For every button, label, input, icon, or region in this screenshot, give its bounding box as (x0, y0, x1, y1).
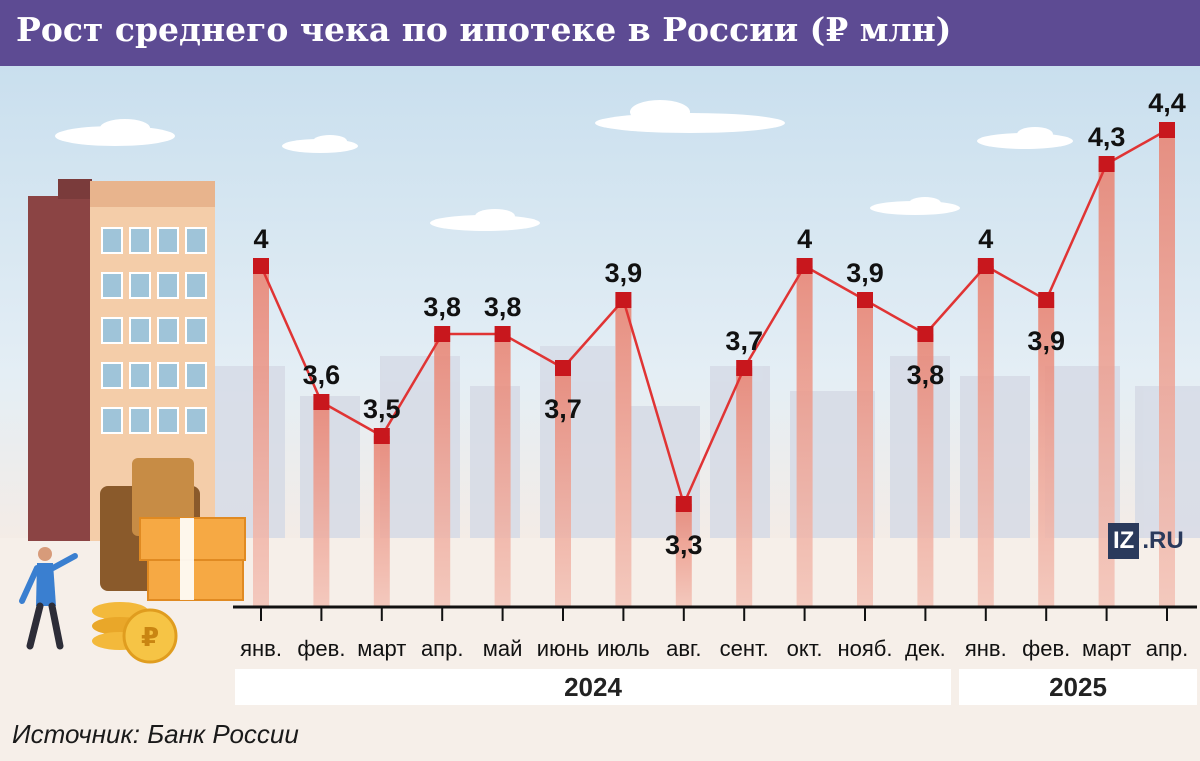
series-line-group (253, 122, 1175, 512)
data-label: 3,7 (725, 326, 763, 356)
chart-svg: ₽ янв. фев. март апр. май июнь июль авг. сент. ок… (0, 66, 1200, 761)
bar (917, 334, 934, 607)
person-illustration (19, 547, 78, 650)
data-label: 4,3 (1088, 122, 1126, 152)
data-label: 3,9 (1027, 326, 1065, 356)
data-point (555, 360, 571, 376)
data-point (253, 258, 269, 274)
data-point (917, 326, 934, 342)
bar-group (253, 130, 1175, 607)
bar (313, 402, 330, 607)
data-label: 3,8 (907, 360, 945, 390)
iz-logo: IZ .RU (1108, 519, 1184, 563)
data-label: 3,3 (665, 530, 703, 560)
wallet-illustration (100, 458, 246, 601)
logo-ru: .RU (1142, 527, 1184, 554)
x-tick-label: янв. (965, 636, 1007, 661)
data-point (313, 394, 330, 410)
data-label: 3,9 (605, 258, 643, 288)
x-tick-label: янв. (240, 636, 282, 661)
data-label: 4 (978, 224, 993, 254)
data-point (796, 258, 813, 274)
source-note: Источник: Банк России (12, 719, 299, 749)
year-label-2024: 2024 (235, 669, 951, 705)
x-tick-label: апр. (1146, 636, 1189, 661)
bar (675, 504, 692, 607)
data-label: 4,4 (1148, 88, 1186, 118)
year-label-2025: 2025 (959, 669, 1197, 705)
data-label: 3,8 (423, 292, 461, 322)
chart-title: Рост среднего чека по ипотеке в России (… (16, 10, 952, 49)
data-label: 4 (253, 224, 268, 254)
data-point (1098, 156, 1115, 172)
bar (555, 368, 571, 607)
x-tick-label: фев. (1022, 636, 1070, 661)
bar (253, 266, 269, 607)
x-tick-label: июнь (537, 636, 589, 661)
data-label: 3,5 (363, 394, 401, 424)
bar (1038, 300, 1055, 607)
bar (434, 334, 451, 607)
data-label: 3,6 (303, 360, 341, 390)
data-point (977, 258, 994, 274)
x-tick-label: авг. (666, 636, 701, 661)
logo-iz: IZ (1108, 523, 1140, 559)
data-point (494, 326, 511, 342)
bar (494, 334, 511, 607)
data-point (675, 496, 692, 512)
value-label-group: 4 3,6 3,5 3,8 3,8 3,7 3,9 3,3 3,7 4 3,9 3,8 4 3,9 4,3 4… (253, 88, 1185, 560)
bar (977, 266, 994, 607)
data-label: 3,7 (544, 394, 582, 424)
data-label: 3,9 (846, 258, 884, 288)
svg-text:₽: ₽ (141, 623, 159, 653)
data-point (373, 428, 390, 444)
bar (1159, 130, 1175, 607)
data-point (434, 326, 451, 342)
chart-scene: ₽ янв. фев. март апр. май июнь июль авг. сент. ок… (0, 66, 1200, 761)
x-tick-label: нояб. (837, 636, 892, 661)
data-point (1159, 122, 1175, 138)
building-illustration (28, 179, 215, 541)
x-tick-label: дек. (905, 636, 946, 661)
x-tick-label: июль (597, 636, 650, 661)
x-tick-label: май (483, 636, 523, 661)
data-point (736, 360, 753, 376)
x-tick-label: фев. (297, 636, 345, 661)
bar (857, 300, 873, 607)
x-tick-label: окт. (787, 636, 823, 661)
series-line (259, 128, 1168, 506)
data-label: 3,8 (484, 292, 522, 322)
data-label: 4 (797, 224, 812, 254)
x-tick-label: сент. (720, 636, 769, 661)
x-tick-label: апр. (421, 636, 464, 661)
coins-illustration: ₽ (92, 602, 178, 664)
clouds (55, 100, 1073, 231)
data-point (1038, 292, 1055, 308)
title-bar: Рост среднего чека по ипотеке в России (… (0, 0, 1200, 66)
data-point (857, 292, 873, 308)
x-tick-label: март (357, 636, 406, 661)
x-axis: янв. фев. март апр. май июнь июль авг. сент. окт.… (233, 605, 1197, 661)
data-point (615, 292, 632, 308)
x-tick-label: март (1082, 636, 1131, 661)
bar (736, 368, 753, 607)
bar (615, 300, 632, 607)
bar (373, 436, 390, 607)
bar (1098, 164, 1115, 607)
bar (796, 266, 813, 607)
